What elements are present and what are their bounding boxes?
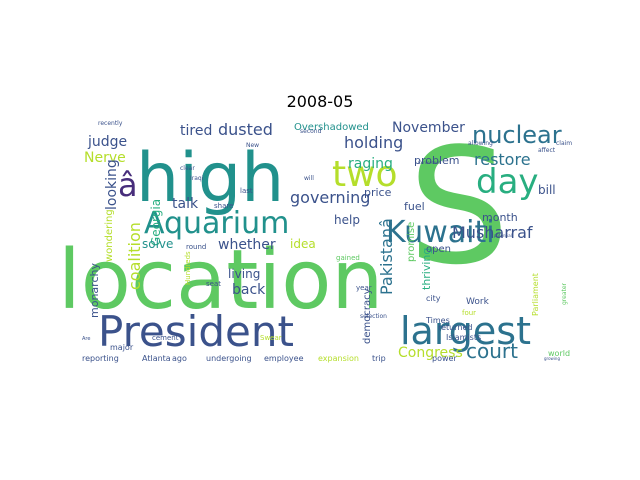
cloud-word-wondering: wondering [104,209,115,262]
cloud-word-potential: potential [494,233,512,238]
cloud-word-power: power [432,354,457,363]
cloud-word-price: price [364,186,392,199]
cloud-word-holding: holding [344,133,403,152]
cloud-word-living: living [228,267,260,281]
cloud-word-november: November [392,120,465,136]
cloud-word-recently: recently [98,120,123,127]
cloud-word-four: four [462,309,476,317]
cloud-word-month: month [482,211,518,224]
cloud-word-overshadowed: Overshadowed [294,122,369,133]
cloud-word-round: round [186,243,206,251]
cloud-word-georgia: Georgia [149,199,163,246]
cloud-word-world: world [548,349,570,358]
cloud-word-allowing: allowing [468,140,493,147]
cloud-word-dusted: dusted [218,120,273,139]
cloud-word-work: Work [466,297,490,307]
cloud-word-congress: Congress [398,345,463,361]
cloud-word-are: Are [82,336,90,342]
cloud-word-gained: gained [336,254,360,262]
cloud-word-kuwaiti: Kuwaiti [386,215,495,250]
cloud-word-day: day [476,162,539,202]
cloud-word-second: second [300,128,322,135]
cloud-word-problem: problem [414,154,460,167]
cloud-word-monarchy: monarchy [88,263,101,318]
cloud-word-atlanta: Atlanta [142,354,171,363]
cloud-word-court: court [466,339,518,363]
cloud-word-nuclear: nuclear [472,121,562,149]
cloud-word-democracy: democracy [362,288,373,344]
cloud-word-musharraf: Musharraf [452,223,533,242]
cloud-word-last: last [240,187,253,195]
cloud-word-times: Times [425,316,450,325]
cloud-word-location: location [58,233,383,328]
cloud-word-promise: promise [406,222,417,262]
cloud-word-seat: seat [206,280,221,288]
cloud-word-cement: cement [152,334,179,342]
cloud-word-coalition: coalition [125,222,144,290]
cloud-word-ago: ago [172,354,187,363]
cloud-word-nerve: Nerve [84,150,126,166]
cloud-word-restore: restore [474,150,531,169]
cloud-word-judge: judge [87,134,127,150]
cloud-word-president: President [98,307,294,356]
cloud-word-tired: tired [180,123,212,139]
cloud-word-looking: looking [104,159,120,210]
cloud-word-swear: Swear [260,334,282,342]
cloud-word-share: share [214,202,233,210]
cloud-word-high: high [136,139,284,218]
cloud-word-affect: affect [538,147,556,154]
cloud-word-conference: Conference [418,160,441,165]
cloud-word-fuel: fuel [404,200,425,213]
cloud-word-open: open [426,244,451,255]
cloud-word-trip: trip [372,354,386,363]
cloud-word-parliament: Parliament [531,273,540,316]
cloud-word-new: New [246,142,259,149]
cloud-word-selection: selection [360,313,387,320]
cloud-word-aquarium: Aquarium [144,206,289,241]
chart-title: 2008-05 [286,92,354,111]
cloud-word-raging: raging [348,156,393,172]
cloud-word-idea: idea [290,237,316,251]
cloud-word-city: city [426,294,441,303]
cloud-word-governing: governing [290,188,370,207]
cloud-word-expansion: expansion [318,354,359,363]
cloud-word--: â [118,166,138,204]
cloud-word-two: two [332,154,398,195]
cloud-word-year: year [356,284,372,292]
cloud-word-thriving: thriving [420,248,433,290]
cloud-word-growing: growing [544,356,560,361]
cloud-word-iraqi: Iraqi [190,175,204,182]
cloud-word-reporting: reporting [82,354,119,363]
cloud-word-major: major [110,343,134,352]
cloud-word-back: back [232,282,266,298]
cloud-word-s: S [408,113,510,300]
cloud-word-will: will [304,175,314,182]
cloud-word-bill: bill [538,183,556,197]
cloud-word-clear: clear [180,165,195,172]
cloud-word-claim: claim [556,140,572,147]
cloud-word-largest: largest [400,309,531,353]
cloud-word-talk: talk [172,196,199,212]
cloud-word-undergoing: undergoing [206,354,252,363]
cloud-word-greater: greater [561,282,568,305]
cloud-word-employee: employee [264,354,304,363]
cloud-word-solve: solve [142,237,173,251]
cloud-word-returned: returned [438,323,472,332]
cloud-word-help: help [334,213,360,227]
cloud-word-hundreds: Hundreds [184,251,192,285]
cloud-word-whether: whether [218,237,276,253]
cloud-word-pakistan-: Pakistanâ [377,218,396,295]
cloud-word-islamists: Islamists [446,333,481,342]
